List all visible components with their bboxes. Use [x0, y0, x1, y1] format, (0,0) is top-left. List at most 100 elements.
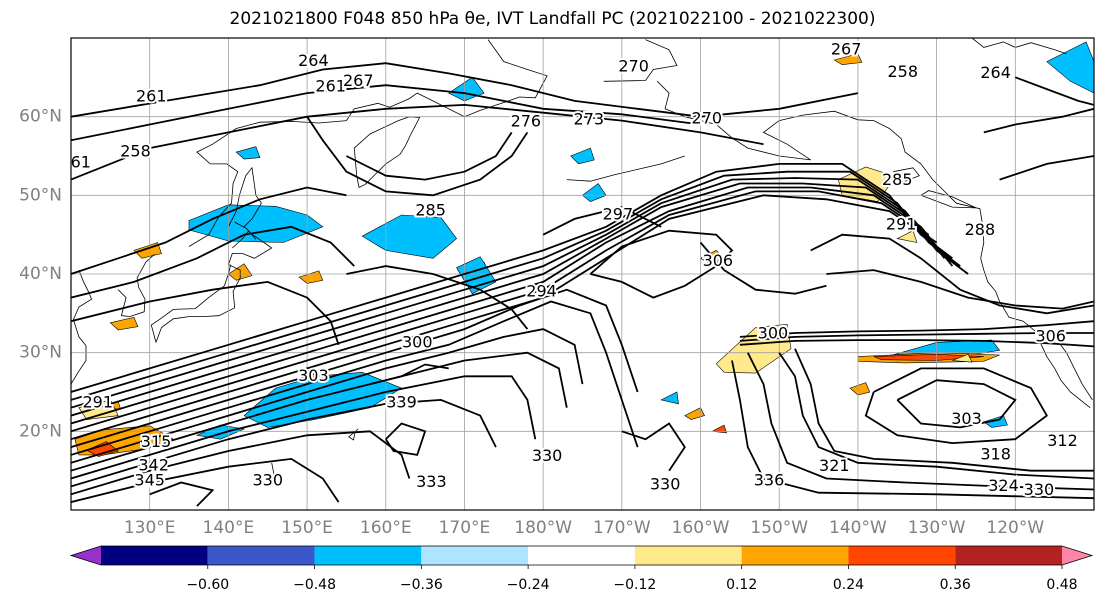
longitude-label: 120°W: [986, 518, 1044, 538]
latitude-label: 20°N: [19, 421, 62, 441]
colorbar-tick-label: −0.60: [186, 577, 229, 593]
latitude-label: 40°N: [19, 264, 62, 284]
theta-e-contour: [542, 206, 662, 236]
coastline-segment: [150, 264, 232, 343]
theta-e-contour: [699, 241, 827, 295]
coastline-segment: [603, 39, 678, 82]
colorbar-tick-label: 0.24: [833, 577, 864, 593]
ivt-pc-shaded-area: [109, 316, 139, 331]
ivt-pc-shaded-area: [896, 230, 918, 243]
theta-e-contour: [810, 233, 1094, 315]
theta-e-contour: [149, 481, 215, 507]
theta-e-contour: [345, 131, 513, 181]
longitude-label: 140°W: [829, 518, 887, 538]
colorbar-bin: [101, 546, 208, 565]
theta-e-contour: [71, 182, 946, 417]
colorbar-bin: [634, 546, 742, 565]
contour-label: 261: [315, 76, 346, 95]
coastline-segment: [271, 462, 275, 475]
longitude-label: 150°W: [750, 518, 808, 538]
colorbar-tick-label: −0.48: [293, 577, 336, 593]
ivt-pc-shaded-area: [1046, 41, 1094, 94]
colorbar-bin: [421, 546, 529, 565]
contour-label: 306: [1035, 326, 1066, 345]
longitude-label: 130°W: [908, 518, 966, 538]
coastline-segment: [1054, 336, 1093, 401]
theta-e-contour: [71, 163, 953, 393]
contour-label: 261: [136, 87, 167, 106]
latitude-label: 60°N: [19, 107, 62, 127]
contour-label: 333: [416, 472, 447, 491]
colorbar-tick-label: 0.48: [1046, 577, 1077, 593]
theta-e-contour: [71, 398, 497, 488]
longitude-label: 170°W: [593, 518, 651, 538]
contour-label: 297: [603, 205, 634, 224]
coastline-segment: [234, 221, 257, 240]
coastline-segment: [117, 254, 155, 317]
colorbar-tick-label: 0.36: [940, 577, 971, 593]
contour-label: 312: [1047, 431, 1078, 450]
contour-label: 285: [882, 170, 913, 189]
contour-label: 300: [758, 323, 789, 342]
theta-e-contour: [983, 107, 1094, 134]
latitude-label: 30°N: [19, 343, 62, 363]
contour-label: 285: [415, 201, 446, 220]
contour-label: 318: [980, 444, 1011, 463]
map-frame: [70, 37, 1095, 511]
coastline-segment: [71, 269, 92, 385]
contour-label: 267: [831, 39, 862, 58]
theta-e-contour: [864, 367, 1048, 445]
theta-e-contour: [739, 320, 1094, 338]
colorbar-bin: [955, 546, 1062, 565]
colorbar-tick-label: −0.24: [507, 577, 550, 593]
ivt-pc-shaded-area: [952, 353, 973, 363]
contour-label: 321: [819, 456, 850, 475]
contour-label: 270: [618, 57, 649, 76]
ivt-pc-shaded-area: [235, 146, 261, 160]
colorbar-tick-label: −0.12: [613, 577, 656, 593]
theta-e-contour: [71, 288, 639, 448]
coastline-segment: [566, 155, 685, 182]
longitude-labels: 130°E 140°E 150°E 160°E 170°E 180°W 170°W 160°W…: [124, 518, 1045, 538]
latitude-label: 50°N: [19, 185, 62, 205]
colorbar-bin: [848, 546, 956, 565]
colorbar-bin: [741, 546, 849, 565]
theta-e-contour: [71, 300, 639, 456]
theta-e-contour: [71, 177, 969, 409]
contour-label: 306: [703, 251, 734, 270]
theta-e-contour: [306, 116, 529, 197]
theta-e-contour: [896, 379, 1017, 429]
contour-label: 270: [692, 109, 723, 128]
ivt-pc-shaded-area: [570, 147, 595, 165]
theta-e-contour: [71, 170, 961, 401]
contour-label: 330: [252, 470, 283, 489]
theta-e-contour: [71, 225, 355, 299]
theta-e-contour: [71, 186, 954, 425]
colorbar-bin: [207, 546, 315, 565]
contour-label: 336: [754, 470, 785, 489]
longitude-label: 130°E: [124, 518, 176, 538]
coastline-segment: [920, 190, 977, 209]
contour-label: 258: [888, 62, 919, 81]
contour-label: 303: [951, 409, 982, 428]
theta-e-contour: [71, 430, 411, 496]
theta-e-contour: [589, 229, 734, 299]
colorbar-bin: [314, 546, 422, 565]
coastline-segment: [228, 166, 262, 228]
figure-title: 2021021800 F048 850 hPa θe, IVT Landfall…: [229, 9, 876, 29]
ivt-pc-shaded-area: [833, 53, 863, 66]
theta-e-contours: [71, 62, 1094, 507]
contour-label: 342: [138, 455, 169, 474]
contour-label: 303: [298, 366, 329, 385]
theta-e-contour: [71, 84, 701, 142]
contour-label: 330: [1024, 480, 1055, 499]
theta-e-contour: [71, 103, 764, 181]
ivt-pc-shaded-area: [660, 391, 679, 405]
theta-e-contour: [1014, 76, 1094, 106]
theta-e-contour: [826, 269, 1094, 310]
theta-e-contour: [778, 352, 1094, 480]
contour-label: 339: [386, 393, 417, 412]
longitude-label: 160°E: [360, 518, 412, 538]
theta-e-contour: [71, 280, 340, 346]
colorbar-tick-label: −0.36: [400, 577, 443, 593]
